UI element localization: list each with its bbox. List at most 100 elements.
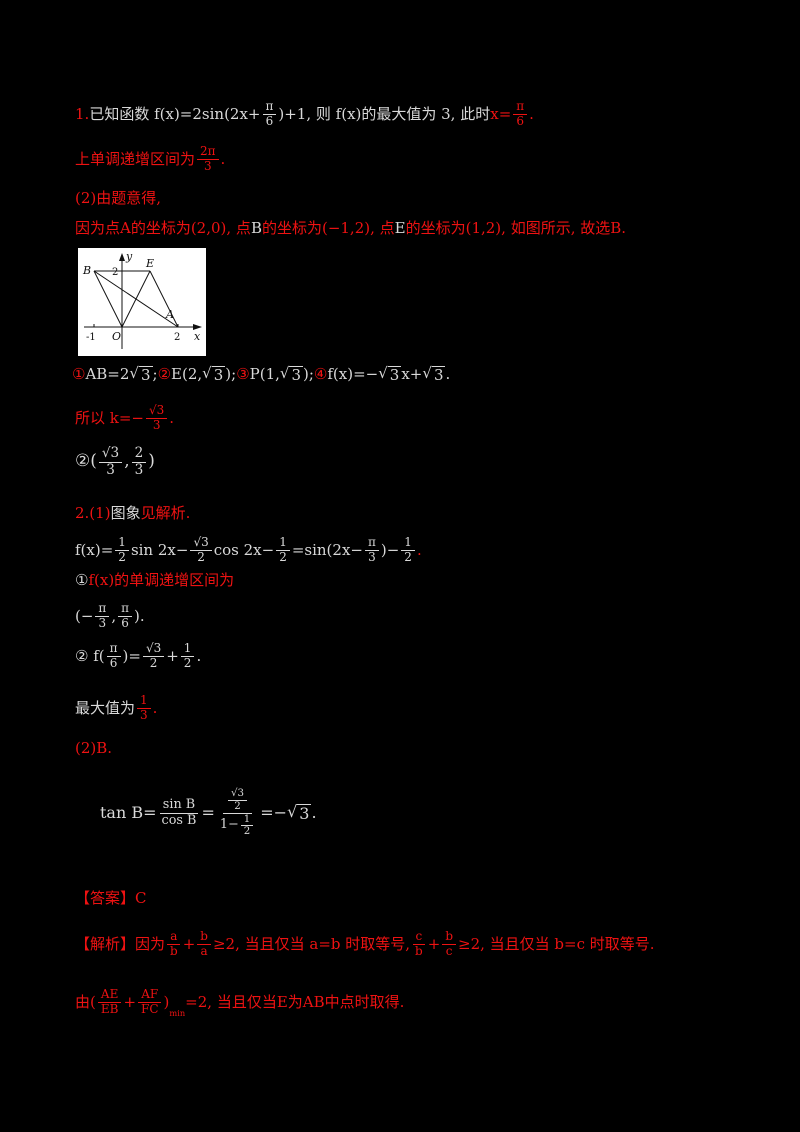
solution-line-5: ① AB=2 √ 3; ② E(2, √ 3); ③ P(1, √ 3); ④ f(x)=−… <box>72 364 450 384</box>
text-segment: E <box>394 219 406 237</box>
radicand: 3 <box>289 366 304 384</box>
fraction-numerator: b <box>442 929 456 945</box>
radical-sign: √ <box>202 364 212 382</box>
text-segment: f(x)的单调递增区间为 <box>88 571 235 589</box>
solution-line-3: (2)由题意得, <box>75 189 161 207</box>
fraction-denominator: a <box>200 943 208 958</box>
fraction-denominator: 6 <box>265 113 274 128</box>
fraction-numerator: 2π <box>197 144 219 160</box>
text-segment: tan B= <box>100 802 157 822</box>
text-segment: E(2, <box>171 365 203 384</box>
fraction-numerator: √3 2 <box>223 787 253 814</box>
text-segment: 2.(1) <box>75 504 111 522</box>
fraction-numerator: c <box>412 929 426 945</box>
text-segment: 见解析. <box>140 504 191 522</box>
fraction: √3 2 <box>228 787 248 813</box>
text-segment: AB=2 <box>85 365 130 384</box>
y-axis-arrow-icon <box>119 253 125 261</box>
text-segment: . <box>169 408 175 427</box>
text-segment: cos 2x− <box>213 540 275 559</box>
segment-BO <box>93 270 123 328</box>
radicand: 3 <box>211 366 226 384</box>
solution-line-17: 【解析】因为 a b + b a ≥2, 当且仅当 a=b 时取等号, c b + b c ≥2, … <box>75 929 655 959</box>
solution-line-16: 【答案】C <box>75 889 146 907</box>
figure-label-origin: O <box>112 330 121 343</box>
text-segment: ③ <box>236 365 250 384</box>
fraction-denominator: 3 <box>152 417 161 432</box>
text-segment: . <box>196 646 202 665</box>
text-segment: + <box>182 934 196 953</box>
text-segment: =sin(2x− <box>291 540 363 559</box>
solution-line-12: ② f(π 6)= √3 2 +1 2. <box>75 641 202 671</box>
text-segment: + <box>123 992 137 1011</box>
sqrt-radical: √ 3 <box>202 364 226 384</box>
fraction-denominator: 6 <box>109 655 118 670</box>
fraction-numerator: √3 <box>228 787 248 801</box>
figure-point-label-B: B <box>82 264 91 277</box>
solution-line-4: 因为点A的坐标为(2,0), 点 B 的坐标为(−1,2), 点 E 的坐标为(1,2)… <box>75 219 626 237</box>
fraction-denominator: 3 <box>98 615 107 630</box>
text-segment: 上单调递增区间为 <box>75 149 196 168</box>
text-segment: )+1, 则 f(x)的最大值为 3, 此时 <box>278 104 491 123</box>
sqrt-radical: √ 3 <box>279 364 304 384</box>
figure-point-label-E: E <box>145 257 154 270</box>
text-segment: , <box>111 606 117 625</box>
text-segment: . <box>152 698 158 717</box>
figure-label-y: y <box>125 250 133 263</box>
text-segment: ≥2, 当且仅当 b=c 时取等号. <box>458 934 655 953</box>
text-segment: ); <box>303 365 314 384</box>
subscript: min <box>169 1008 186 1019</box>
fraction: √3 3 <box>98 445 123 478</box>
text-segment: ① <box>72 365 86 384</box>
fraction-denominator: 2 <box>243 825 251 838</box>
fraction-denominator: b <box>170 943 178 958</box>
sqrt-radical: √ 3 <box>378 366 402 384</box>
text-segment: + <box>166 646 179 665</box>
radical-sign: √ <box>287 801 298 821</box>
text-segment: ② f( <box>75 646 105 665</box>
fraction-denominator: 1− 1 2 <box>217 813 258 839</box>
fraction-numerator: π <box>118 601 132 617</box>
text-segment: 1− <box>219 817 239 833</box>
fraction: √3 2 <box>190 535 212 565</box>
fraction-numerator: π <box>106 641 121 657</box>
fraction-denominator: 2 <box>183 655 192 670</box>
fraction-numerator: 1 <box>137 693 151 709</box>
text-segment: . <box>220 149 226 168</box>
x-axis-arrow-icon <box>193 324 202 330</box>
fraction-denominator: EB <box>100 1001 119 1016</box>
fraction: AE EB <box>97 987 122 1017</box>
fraction: √3 2 <box>142 641 165 671</box>
fraction-denominator: 2 <box>118 549 126 564</box>
fraction-numerator: 1 <box>276 535 290 551</box>
fraction-numerator: AF <box>138 987 162 1003</box>
fraction-numerator: a <box>167 929 181 945</box>
figure-point-label-A: A <box>165 308 174 321</box>
solution-line-1: 1. 已知函数 f(x)=2sin(2x+ π 6)+1, 则 f(x)的最大值为 3… <box>75 99 534 129</box>
fraction-numerator: AE <box>97 987 122 1003</box>
text-segment: 因为点A的坐标为(2,0), 点 <box>75 219 251 237</box>
figure-background <box>78 248 206 356</box>
fraction-denominator: 3 <box>140 707 148 722</box>
fraction-denominator: cos B <box>161 812 197 828</box>
text-segment: + <box>427 934 441 953</box>
fraction-denominator: 2 <box>234 799 241 812</box>
sqrt-radical: √ 3 <box>287 801 312 823</box>
sqrt-radical: √ 3 <box>129 366 153 384</box>
text-segment: (− <box>75 606 94 625</box>
radical-sign: √ <box>279 364 290 382</box>
fraction-numerator: √3 <box>190 535 212 551</box>
solution-line-10: ① f(x)的单调递增区间为 <box>75 571 235 589</box>
text-segment: 【解析】因为 <box>75 934 166 953</box>
fraction-numerator: b <box>197 929 211 945</box>
